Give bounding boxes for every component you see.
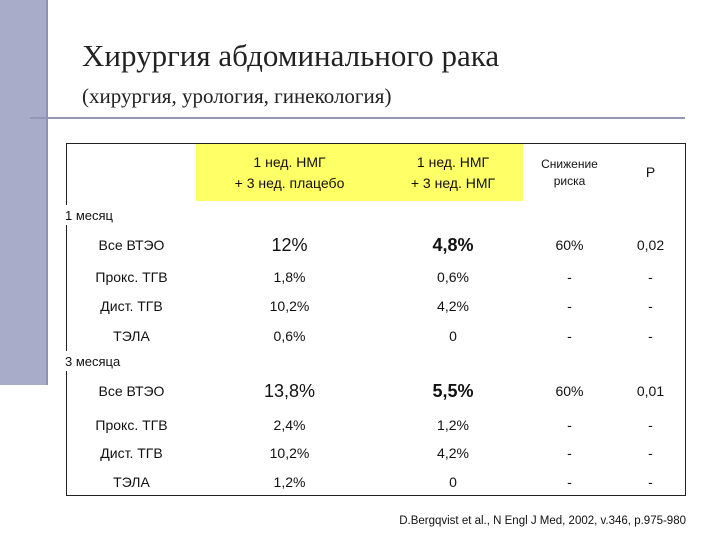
row-label: ТЭЛА bbox=[113, 473, 150, 490]
table-cell: - bbox=[648, 297, 653, 314]
section-label: 3 месяца bbox=[63, 351, 123, 371]
header-line: 1 нед. НМГ bbox=[416, 153, 490, 170]
table-cell: 1,2% bbox=[273, 473, 306, 490]
header-line: 1 нед. НМГ bbox=[253, 153, 326, 170]
table-cell: 4,2% bbox=[437, 445, 469, 461]
table-cell: 1,8% bbox=[273, 268, 306, 285]
row-label: Все ВТЭО bbox=[98, 383, 165, 399]
table-cell: 5,5% bbox=[432, 381, 474, 401]
table-cell: - bbox=[648, 445, 653, 461]
row-label: Прокс. ТГВ bbox=[95, 268, 168, 285]
title: Хирургия абдоминального рака bbox=[82, 38, 500, 73]
table-cell: - bbox=[567, 445, 572, 461]
header-line: + 3 нед. НМГ bbox=[410, 174, 496, 191]
citation: D.Bergqvist et al., N Engl J Med, 2002, … bbox=[399, 515, 686, 527]
table-cell: 60% bbox=[555, 383, 584, 399]
table: 1 нед. НМГ + 3 нед. плацебо 1 нед. НМГ + 3 … bbox=[63, 143, 686, 496]
table-cell: 0,6% bbox=[437, 268, 469, 285]
table-cell: 60% bbox=[555, 236, 584, 253]
table-cell: 0 bbox=[449, 327, 457, 344]
table-cell: 1,2% bbox=[437, 416, 469, 433]
header-line: Снижение bbox=[541, 156, 598, 171]
table-cell: 10,2% bbox=[269, 445, 310, 461]
table-cell: 0,6% bbox=[273, 327, 306, 344]
table-cell: 4,2% bbox=[437, 297, 469, 314]
table-cell: 0,01 bbox=[636, 383, 665, 399]
table-cell: - bbox=[648, 473, 653, 490]
table-cell: 10,2% bbox=[269, 297, 310, 314]
header-line: риска bbox=[553, 173, 586, 188]
row-label: Прокс. ТГВ bbox=[95, 416, 168, 433]
table-cell: - bbox=[567, 473, 572, 490]
subtitle: (хирургия, урология, гинекология) bbox=[82, 84, 392, 108]
table-cell: - bbox=[567, 416, 572, 433]
column-header: 1 нед. НМГ + 3 нед. плацебо bbox=[196, 144, 383, 201]
table-cell: 0 bbox=[449, 473, 457, 490]
table-cell: - bbox=[567, 297, 572, 314]
header-line: P bbox=[645, 164, 656, 180]
row-label: Дист. ТГВ bbox=[100, 445, 163, 461]
column-header: Снижение риска bbox=[523, 144, 616, 201]
column-header: P bbox=[616, 144, 685, 201]
column-header: 1 нед. НМГ + 3 нед. НМГ bbox=[383, 144, 523, 201]
table-cell: 0,02 bbox=[636, 236, 665, 253]
table-cell: 13,8% bbox=[263, 381, 316, 401]
table-cell: - bbox=[648, 327, 653, 344]
table-cell: 4,8% bbox=[432, 234, 474, 255]
table-cell: - bbox=[567, 268, 572, 285]
table-cell: 2,4% bbox=[273, 416, 306, 433]
table-cell: - bbox=[648, 268, 653, 285]
row-label: Дист. ТГВ bbox=[100, 297, 163, 314]
table-cell: - bbox=[567, 327, 572, 344]
table-cell: - bbox=[648, 416, 653, 433]
header-line: + 3 нед. плацебо bbox=[234, 174, 345, 191]
side-bar bbox=[0, 0, 48, 385]
table-cell: 12% bbox=[271, 234, 308, 255]
row-label: ТЭЛА bbox=[113, 327, 150, 344]
row-label: Все ВТЭО bbox=[98, 236, 165, 253]
section-label: 1 месяц bbox=[63, 205, 115, 225]
rule bbox=[30, 117, 685, 119]
